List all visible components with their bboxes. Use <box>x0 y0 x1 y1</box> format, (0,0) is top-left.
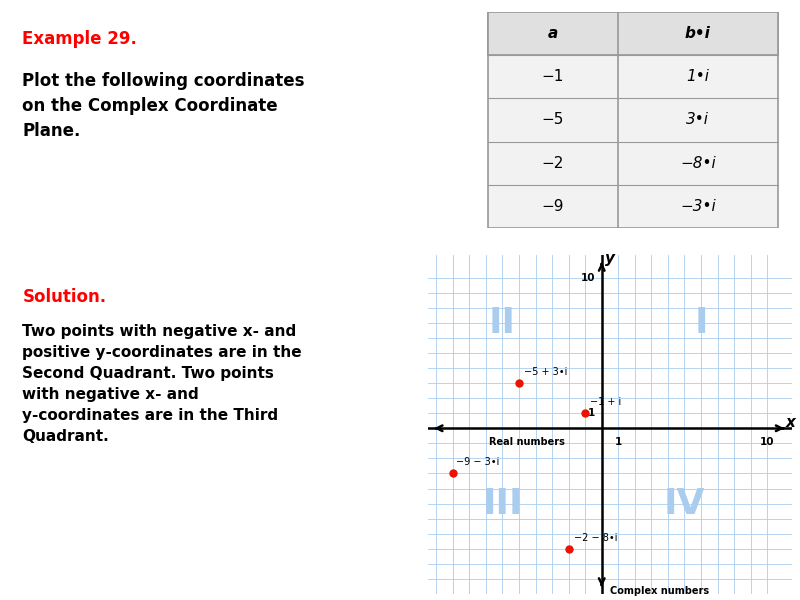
Text: −2: −2 <box>542 156 564 170</box>
Text: 1•i: 1•i <box>686 69 710 84</box>
Text: Example 29.: Example 29. <box>22 30 138 48</box>
Text: 3•i: 3•i <box>686 113 710 127</box>
Text: x: x <box>786 415 795 430</box>
Text: y: y <box>605 251 615 266</box>
Text: Two points with negative x- and
positive y-coordinates are in the
Second Quadran: Two points with negative x- and positive… <box>22 324 302 444</box>
Text: −5 + 3•i: −5 + 3•i <box>524 367 567 377</box>
Text: 10: 10 <box>760 437 774 448</box>
Text: −8•i: −8•i <box>680 156 716 170</box>
Text: −1: −1 <box>542 69 564 84</box>
Text: Complex numbers: Complex numbers <box>610 586 709 596</box>
Text: −2 − 8•i: −2 − 8•i <box>574 533 617 543</box>
Text: −9: −9 <box>542 199 564 214</box>
Text: −3•i: −3•i <box>680 199 716 214</box>
Text: 1: 1 <box>614 437 622 448</box>
Text: IV: IV <box>664 487 706 521</box>
Text: Real numbers: Real numbers <box>490 437 566 448</box>
Text: I: I <box>694 306 708 340</box>
Text: III: III <box>482 487 522 521</box>
Text: II: II <box>489 306 516 340</box>
Text: 10: 10 <box>581 272 595 283</box>
Bar <box>488 12 778 55</box>
Text: −5: −5 <box>542 113 564 127</box>
Text: Solution.: Solution. <box>22 288 106 306</box>
Text: 1: 1 <box>588 408 595 418</box>
Text: a: a <box>548 26 558 41</box>
Text: Plot the following coordinates
on the Complex Coordinate
Plane.: Plot the following coordinates on the Co… <box>22 72 305 140</box>
Text: −9 − 3•i: −9 − 3•i <box>456 457 499 467</box>
Text: −1 + i: −1 + i <box>590 397 622 407</box>
Text: b•i: b•i <box>685 26 711 41</box>
